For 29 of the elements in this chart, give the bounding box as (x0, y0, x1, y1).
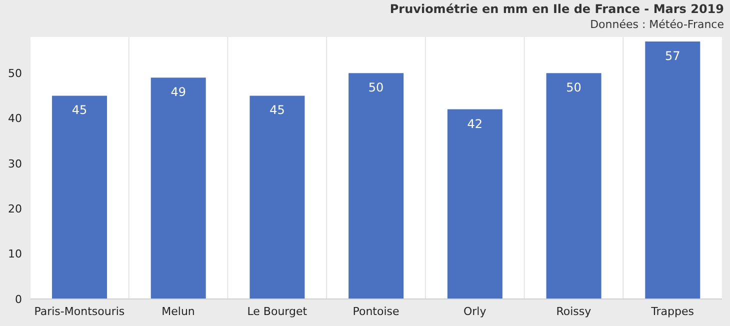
x-tick-label: Le Bourget (247, 304, 308, 318)
data-label: 50 (566, 80, 582, 95)
chart-title: Pruviométrie en mm en Ile de France - Mars 2019 (390, 1, 724, 17)
x-tick-label: Trappes (650, 304, 694, 318)
x-tick-label: Pontoise (352, 304, 400, 318)
chart-subtitle: Données : Météo-France (589, 17, 724, 33)
bar (52, 96, 107, 299)
bar (150, 78, 206, 299)
y-tick-label: 30 (8, 157, 22, 170)
bar (250, 96, 305, 299)
x-tick-label: Orly (463, 304, 487, 318)
x-tick-label: Paris-Montsouris (34, 304, 125, 318)
data-label: 42 (467, 116, 483, 131)
y-tick-label: 20 (8, 202, 22, 216)
data-label: 49 (170, 85, 186, 100)
data-label: 50 (368, 80, 384, 95)
y-tick-label: 10 (8, 248, 22, 261)
y-tick-label: 0 (15, 292, 22, 306)
bar (348, 73, 404, 299)
bar (546, 73, 602, 299)
x-tick-label: Roissy (556, 304, 592, 318)
x-tick-label: Melun (162, 304, 195, 318)
bar (645, 42, 700, 299)
bar (447, 109, 502, 299)
data-label: 45 (270, 103, 285, 118)
data-label: 57 (665, 49, 680, 64)
y-tick-label: 50 (8, 67, 22, 80)
y-tick-label: 40 (8, 112, 22, 126)
data-label: 45 (72, 103, 88, 118)
